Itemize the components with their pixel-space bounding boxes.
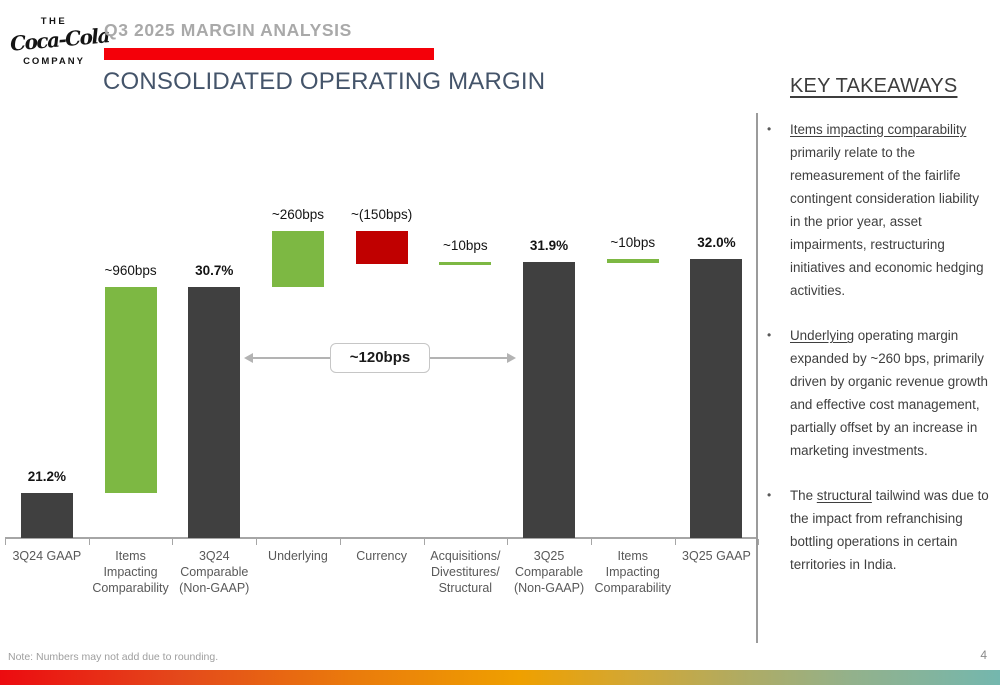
axis-tick — [88, 539, 90, 545]
category-label: 3Q24 Comparable (Non-GAAP) — [179, 549, 250, 595]
red-accent-bar — [104, 48, 434, 60]
logo-the-text: THE — [40, 16, 68, 27]
takeaways-list: Items impacting comparability primarily … — [764, 118, 992, 576]
arrowhead-right-icon — [507, 353, 516, 363]
waterfall-bar-delta — [355, 231, 408, 264]
bar-value-label: 31.9% — [529, 237, 569, 253]
arrowhead-left-icon — [244, 353, 253, 363]
slide-eyebrow-title: Q3 2025 MARGIN ANALYSIS — [104, 20, 352, 40]
axis-tick — [590, 539, 592, 545]
category-label: 3Q25 GAAP — [682, 549, 751, 563]
bar-value-label: 32.0% — [697, 235, 736, 251]
category-label: Currency — [356, 549, 407, 563]
takeaways-title: KEY TAKEAWAYS — [790, 75, 958, 97]
category-label: Acquisitions/Divestitures/Structural — [430, 549, 501, 595]
takeaway-bullet: The structural tailwind was due to the i… — [764, 484, 992, 576]
axis-tick — [256, 539, 258, 545]
bridge-label: ~120bps — [330, 343, 430, 373]
footnote: Note: Numbers may not add due to roundin… — [8, 651, 219, 663]
waterfall-bar-delta — [606, 259, 659, 263]
bar-value-label: 21.2% — [27, 468, 66, 484]
waterfall-bar-total — [690, 259, 743, 538]
waterfall-chart: 21.2% 3Q24 GAAP ~960bps Items Impacting Compa… — [5, 207, 760, 595]
category-label: Items Impacting Comparability — [92, 549, 169, 595]
axis-tick — [172, 539, 174, 545]
page-title: CONSOLIDATED OPERATING MARGIN — [103, 68, 546, 95]
axis-tick — [339, 539, 341, 545]
x-axis-line — [5, 537, 758, 539]
waterfall-bar-delta — [104, 287, 157, 493]
bar-value-label: ~960bps — [104, 263, 157, 279]
waterfall-bar-delta — [439, 261, 492, 266]
waterfall-bar-total — [523, 261, 576, 538]
logo-company-text: COMPANY — [23, 56, 85, 67]
bar-value-label: ~260bps — [271, 207, 325, 223]
key-takeaways-panel: KEY TAKEAWAYS Items impacting comparabil… — [764, 75, 992, 598]
vertical-divider — [756, 113, 758, 643]
axis-tick — [507, 539, 509, 545]
bar-value-label: ~10bps — [610, 235, 656, 251]
waterfall-bar-total — [20, 492, 73, 538]
category-label: Underlying — [268, 549, 328, 563]
bottom-gradient-bar — [0, 670, 1000, 685]
takeaway-bullet: Items impacting comparability primarily … — [764, 118, 992, 302]
category-label: Items Impacting Comparability — [594, 549, 671, 595]
axis-tick — [423, 539, 425, 545]
coca-cola-logo: THE Coca-Cola COMPANY — [9, 16, 110, 67]
axis-tick — [5, 539, 6, 545]
bar-value-label: 30.7% — [195, 263, 234, 279]
axis-tick — [674, 539, 676, 545]
takeaway-bullet: Underlying operating margin expanded by … — [764, 324, 992, 462]
axis-tick — [758, 539, 760, 545]
bar-value-label: ~10bps — [443, 237, 488, 253]
waterfall-bar-delta — [271, 231, 324, 288]
bar-value-label: ~(150bps) — [351, 207, 413, 223]
page-number: 4 — [980, 648, 987, 662]
underlined-term: Items impacting comparability — [790, 122, 967, 137]
category-label: 3Q24 GAAP — [12, 549, 82, 563]
category-label: 3Q25 Comparable (Non-GAAP) — [513, 549, 585, 595]
underlined-term: Underlying — [790, 328, 855, 343]
waterfall-bar-total — [188, 287, 241, 538]
underlined-term: structural — [816, 488, 872, 503]
